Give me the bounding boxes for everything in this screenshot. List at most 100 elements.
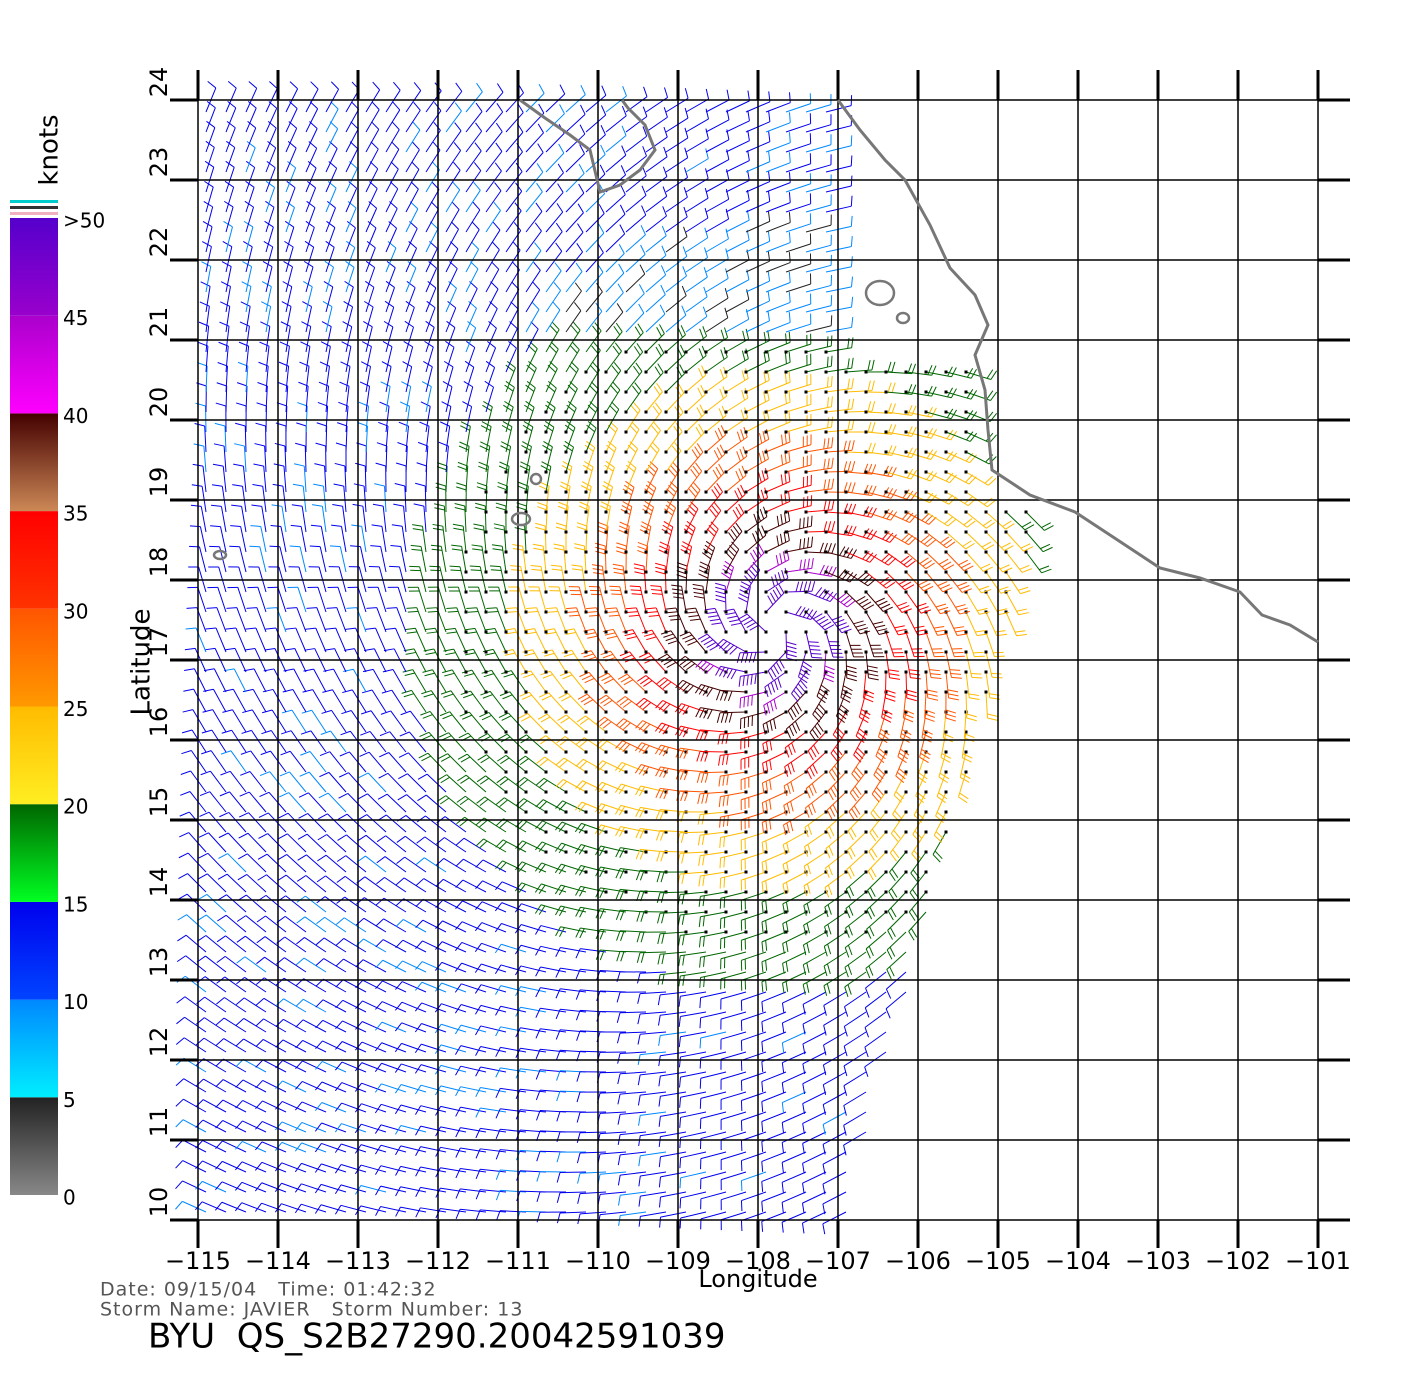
barb-flag (640, 952, 645, 963)
barb-flag (803, 905, 807, 916)
barb-flag (635, 849, 641, 860)
barb-dot (844, 890, 848, 894)
barb-flag (494, 964, 502, 975)
barb-shaft (705, 472, 725, 493)
barb-shaft (420, 1105, 447, 1113)
barb-flag (651, 592, 663, 595)
barb-flag (1041, 522, 1051, 529)
barb-flag (535, 1089, 541, 1101)
barb-dot (824, 830, 828, 834)
barb-flag (559, 927, 565, 937)
barb-flag (215, 1099, 224, 1108)
barb-flag (761, 1201, 764, 1212)
barb-dot (804, 410, 808, 414)
barb-flag (827, 499, 831, 511)
barb-flag (761, 1021, 764, 1033)
barb-shaft (244, 425, 247, 453)
barb-flag (955, 604, 966, 608)
barb-flag (346, 607, 357, 609)
barb-dot (904, 390, 908, 394)
barb-flag (1002, 567, 1013, 573)
barb-flag (702, 895, 705, 907)
barb-dot (504, 490, 508, 494)
barb-dot (684, 650, 688, 654)
barb-shaft (719, 711, 747, 714)
barb-flag (440, 756, 451, 762)
barb-flag (601, 675, 612, 682)
barb-flag (456, 482, 467, 487)
barb-flag (314, 1143, 322, 1153)
barb-dot (704, 850, 708, 854)
barb-dot (644, 650, 648, 654)
barb-dot (784, 910, 788, 914)
barb-dot (604, 770, 608, 774)
barb-flag (535, 799, 544, 808)
barb-flag (502, 421, 513, 428)
barb-flag (258, 812, 269, 818)
barb-flag (494, 902, 503, 912)
barb-shaft (403, 877, 427, 893)
barb-flag (950, 388, 957, 398)
barb-flag (554, 863, 562, 874)
barb-shaft (206, 914, 227, 933)
barb-shaft (765, 401, 791, 413)
barb-shaft (204, 976, 227, 993)
barb-dot (544, 590, 548, 594)
barb-dot (724, 870, 728, 874)
barb-shaft (485, 347, 497, 373)
barb-flag (525, 400, 535, 408)
barb-flag (655, 766, 661, 777)
barb-flag (842, 689, 852, 696)
barb-dot (624, 770, 628, 774)
barb-dot (464, 650, 468, 654)
barb-flag (470, 569, 482, 572)
barb-flag (906, 689, 917, 694)
barb-flag (360, 710, 372, 715)
barb-shaft (485, 386, 495, 413)
barb-shaft (765, 441, 791, 453)
barb-flag (813, 613, 823, 620)
barb-flag (761, 822, 764, 833)
barb-shaft (805, 426, 832, 433)
barb-dot (804, 730, 808, 734)
barb-shaft (925, 631, 935, 657)
barb-flag (845, 572, 854, 581)
barb-shaft (580, 1171, 607, 1174)
barb-flag (678, 704, 686, 714)
barb-flag (711, 622, 722, 625)
barb-flag (556, 1212, 561, 1224)
barb-dot (544, 670, 548, 674)
barb-flag (849, 792, 857, 802)
barb-shaft (303, 998, 327, 1013)
barb-flag (923, 729, 933, 735)
barb-flag (538, 864, 546, 873)
barb-shaft (620, 1111, 647, 1115)
barb-flag (868, 851, 875, 861)
barb-shaft (346, 813, 367, 833)
barb-flag (639, 870, 645, 881)
barb-flag (785, 882, 789, 893)
barb-flag (882, 579, 893, 587)
barb-flag (467, 610, 479, 613)
barb-shaft (202, 1099, 227, 1113)
barb-flag (846, 677, 857, 682)
barb-shaft (327, 813, 347, 833)
barb-flag (694, 446, 701, 456)
barb-dot (884, 550, 888, 554)
barb-flag (455, 837, 465, 846)
barb-flag (781, 1142, 784, 1153)
barb-flag (918, 580, 928, 586)
barb-flag (183, 688, 194, 692)
barb-dot (564, 670, 568, 674)
barb-flag (875, 771, 884, 780)
barb-flag (681, 873, 685, 885)
barb-flag (801, 664, 811, 672)
barb-flag (595, 542, 606, 547)
barb-shaft (306, 854, 327, 873)
barb-flag (446, 631, 457, 634)
barb-shaft (526, 734, 547, 753)
barb-flag (333, 483, 344, 487)
barb-flag (927, 693, 938, 697)
barb-shaft (481, 901, 507, 913)
barb-flag (921, 749, 931, 756)
